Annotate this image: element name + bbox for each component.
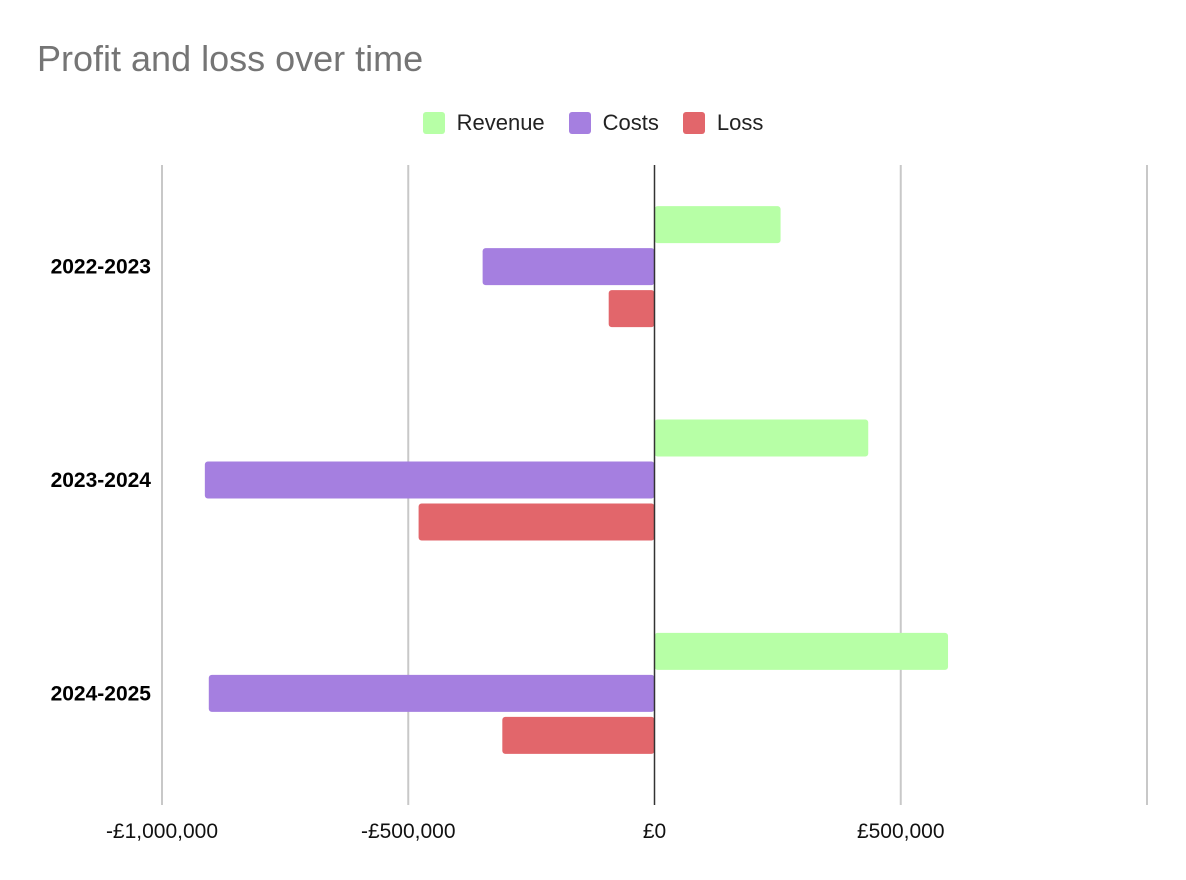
x-tick-label: -£500,000	[361, 820, 456, 843]
legend: Revenue Costs Loss	[0, 110, 1186, 136]
bar-revenue-2024-2025	[654, 632, 949, 670]
legend-item-costs[interactable]: Costs	[568, 110, 659, 136]
bar-loss-2024-2025	[502, 716, 655, 754]
chart-title: Profit and loss over time	[37, 38, 424, 79]
bar-revenue-2022-2023	[654, 206, 781, 244]
x-tick-label: £500,000	[857, 820, 945, 843]
x-tick-label: -£1,000,000	[106, 820, 218, 843]
bar-costs-2023-2024	[204, 461, 655, 499]
bar-loss-2023-2024	[418, 503, 655, 541]
bar-revenue-2023-2024	[654, 419, 869, 457]
y-category-label: 2024-2025	[51, 682, 152, 705]
legend-swatch	[682, 112, 705, 134]
x-tick-label: £0	[643, 820, 666, 843]
legend-item-revenue[interactable]: Revenue	[422, 110, 545, 136]
bar-costs-2024-2025	[208, 674, 655, 712]
legend-label: Costs	[602, 110, 659, 135]
bar-costs-2022-2023	[482, 248, 655, 286]
legend-swatch	[568, 112, 591, 134]
y-category-label: 2023-2024	[51, 469, 152, 492]
y-category-label: 2022-2023	[51, 256, 151, 279]
legend-label: Loss	[716, 110, 764, 135]
legend-label: Revenue	[456, 110, 545, 135]
bar-loss-2022-2023	[608, 290, 655, 328]
legend-swatch	[422, 112, 445, 134]
legend-item-loss[interactable]: Loss	[682, 110, 764, 136]
